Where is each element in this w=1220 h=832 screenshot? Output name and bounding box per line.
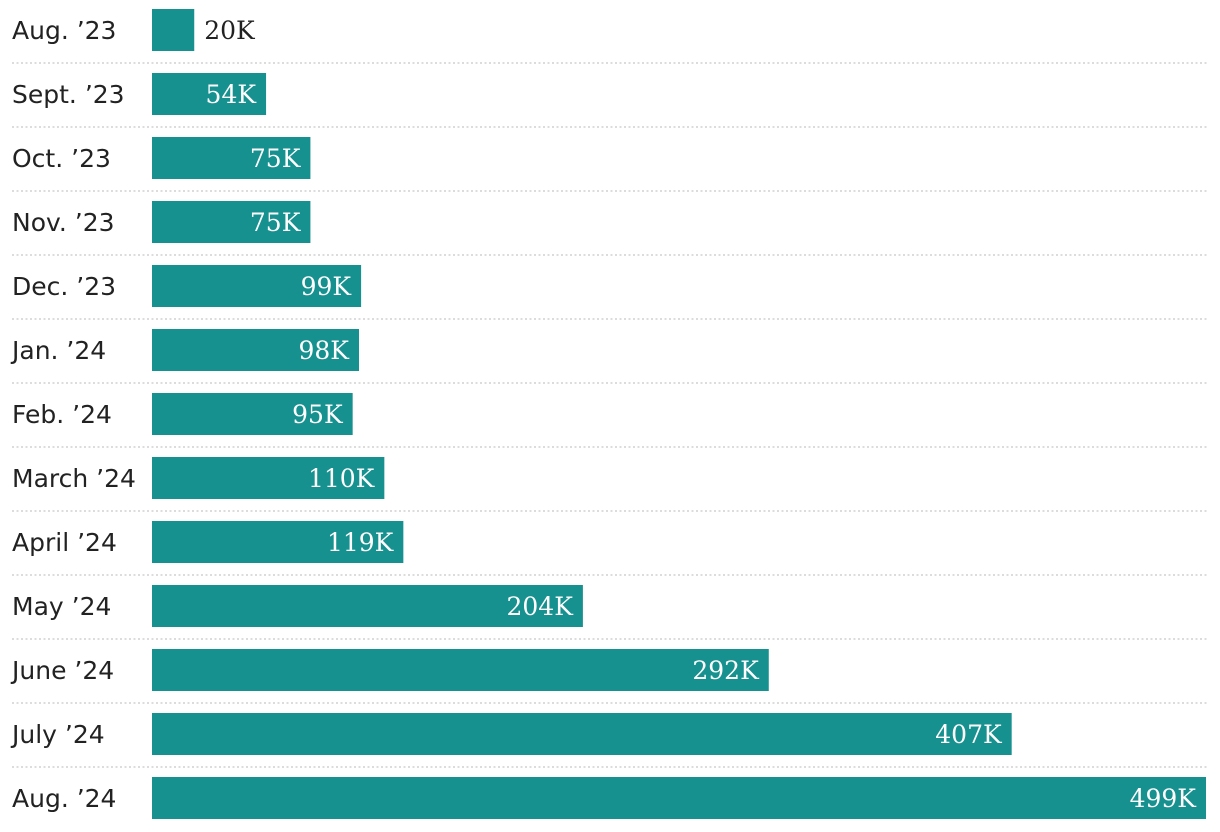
value-label: 407K: [935, 720, 1003, 749]
value-label: 292K: [692, 656, 760, 685]
bar: [152, 713, 1012, 755]
bar: [152, 457, 385, 499]
value-label: 119K: [327, 528, 395, 557]
category-label: Aug. ’24: [12, 784, 116, 813]
value-label: 75K: [250, 144, 302, 173]
bar: [152, 521, 404, 563]
category-label: July ’24: [10, 720, 105, 749]
category-label: Oct. ’23: [12, 144, 111, 173]
bar: [152, 393, 353, 435]
value-label: 499K: [1130, 784, 1198, 813]
bar: [152, 9, 195, 51]
value-label: 54K: [206, 80, 258, 109]
category-label: March ’24: [12, 464, 136, 493]
category-label: June ’24: [10, 656, 114, 685]
bar: [152, 585, 583, 627]
bar: [152, 201, 311, 243]
bar: [152, 329, 359, 371]
bar: [152, 73, 267, 115]
value-label: 20K: [204, 16, 256, 45]
bar: [152, 137, 311, 179]
bar: [152, 777, 1206, 819]
category-label: Nov. ’23: [12, 208, 115, 237]
value-label: 204K: [506, 592, 574, 621]
category-label: Feb. ’24: [12, 400, 112, 429]
value-label: 110K: [308, 464, 376, 493]
category-label: Aug. ’23: [12, 16, 116, 45]
bar: [152, 265, 362, 307]
category-label: May ’24: [12, 592, 111, 621]
category-label: April ’24: [12, 528, 117, 557]
category-label: Jan. ’24: [10, 336, 106, 365]
value-label: 99K: [301, 272, 353, 301]
bar: [152, 649, 769, 691]
value-label: 98K: [298, 336, 350, 365]
value-label: 95K: [292, 400, 344, 429]
value-label: 75K: [250, 208, 302, 237]
category-label: Sept. ’23: [12, 80, 125, 109]
category-label: Dec. ’23: [12, 272, 116, 301]
